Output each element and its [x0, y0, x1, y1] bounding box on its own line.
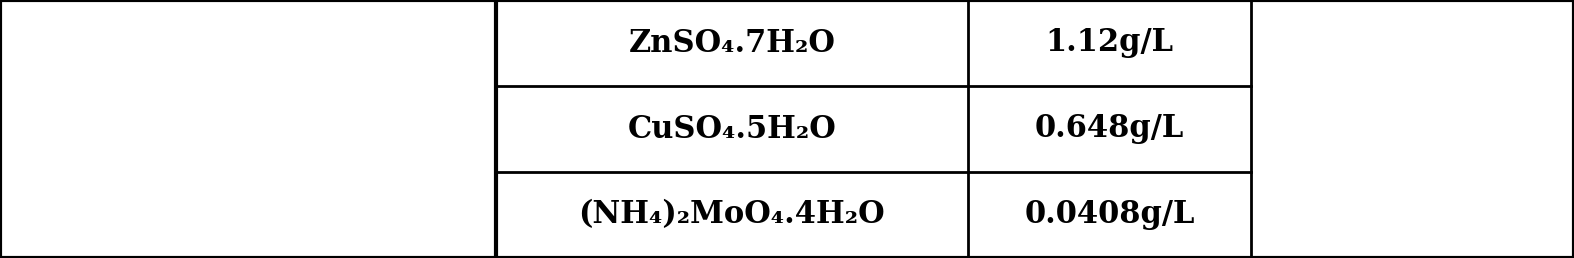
- Text: CuSO₄.5H₂O: CuSO₄.5H₂O: [628, 114, 836, 144]
- Text: 0.648g/L: 0.648g/L: [1036, 114, 1184, 144]
- Text: ZnSO₄.7H₂O: ZnSO₄.7H₂O: [628, 28, 836, 59]
- Text: 0.0408g/L: 0.0408g/L: [1025, 199, 1195, 230]
- Text: 1.12g/L: 1.12g/L: [1045, 28, 1174, 59]
- Text: (NH₄)₂MoO₄.4H₂O: (NH₄)₂MoO₄.4H₂O: [579, 199, 885, 230]
